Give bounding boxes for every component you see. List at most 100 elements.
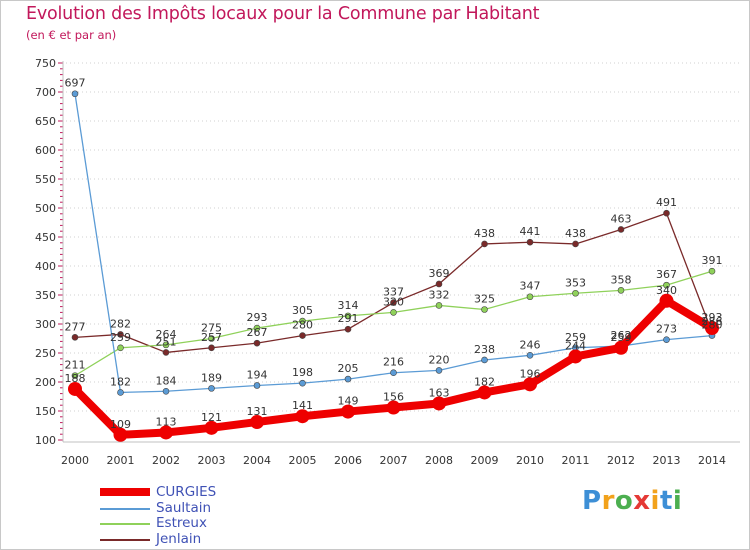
data-point-saultain-2003 [208, 385, 215, 392]
data-label-jenlain: 257 [201, 331, 222, 344]
data-label-saultain: 184 [156, 374, 177, 387]
data-label-curgies: 196 [520, 367, 541, 380]
y-tick-label: 100 [35, 434, 56, 447]
data-label-estreux: 314 [338, 299, 359, 312]
data-label-curgies: 244 [565, 339, 586, 352]
data-label-jenlain: 438 [565, 227, 586, 240]
gridlines [66, 62, 740, 412]
data-point-curgies-2008 [432, 396, 446, 411]
data-point-curgies-2004 [250, 415, 264, 430]
data-point-saultain-2001 [117, 389, 124, 396]
data-point-curgies-2003 [204, 420, 219, 435]
data-label-saultain: 262 [611, 329, 632, 342]
series-lines [68, 90, 719, 442]
axes: 100 150 200 250 300 350 400 450 500 550 600 650 700 7… [35, 57, 740, 467]
x-tick-label: 2013 [653, 454, 681, 467]
data-label-jenlain: 438 [474, 227, 495, 240]
data-point-jenlain-2011 [572, 240, 579, 248]
legend-label-saultain: Saultain [156, 499, 212, 516]
data-point-estreux-2002 [162, 341, 170, 349]
data-point-estreux-2003 [208, 335, 215, 342]
data-label-estreux: 259 [110, 331, 131, 344]
data-label-curgies: 121 [201, 411, 222, 424]
data-point-estreux-2000 [71, 372, 79, 379]
x-tick-label: 2009 [471, 454, 499, 467]
legend-label-curgies: CURGIES [156, 484, 217, 500]
y-tick-label: 150 [35, 405, 56, 418]
data-label-jenlain: 337 [383, 286, 404, 299]
data-point-saultain-2013 [663, 336, 670, 343]
proxiti-logo: Proxiti [582, 486, 683, 516]
data-label-curgies: 182 [474, 375, 495, 388]
y-tick-label: 600 [35, 144, 56, 157]
data-point-jenlain-2008 [435, 280, 443, 288]
data-label-jenlain: 491 [656, 196, 677, 209]
legend-swatch-curgies [100, 488, 150, 496]
data-point-saultain-2007 [390, 369, 397, 377]
data-point-curgies-2012 [614, 340, 628, 355]
data-point-curgies-2002 [159, 425, 173, 440]
data-point-estreux-2007 [390, 309, 397, 316]
data-point-jenlain-2002 [162, 349, 170, 356]
data-point-jenlain-2013 [663, 209, 670, 217]
data-label-saultain: 182 [110, 375, 131, 388]
data-point-jenlain-2010 [526, 238, 534, 246]
data-label-jenlain: 369 [429, 267, 450, 280]
data-label-estreux: 391 [702, 254, 723, 267]
data-point-estreux-2010 [526, 293, 534, 301]
data-point-curgies-2001 [113, 427, 128, 442]
x-tick-label: 2007 [380, 454, 408, 467]
chart-subtitle: (en € et par an) [26, 28, 117, 42]
data-label-jenlain: 251 [156, 335, 177, 348]
y-tick-label: 200 [35, 376, 56, 389]
data-label-estreux: 320 [383, 295, 404, 308]
data-label-jenlain: 277 [65, 320, 86, 333]
data-label-curgies: 149 [338, 395, 359, 408]
data-point-saultain-2008 [435, 367, 443, 374]
data-point-curgies-2009 [477, 385, 492, 400]
x-tick-label: 2000 [61, 454, 89, 467]
data-label-saultain: 259 [565, 331, 586, 344]
data-label-jenlain: 286 [702, 315, 723, 328]
data-point-curgies-2010 [523, 377, 537, 392]
x-tick-label: 2008 [425, 454, 453, 467]
data-label-curgies: 113 [156, 415, 177, 428]
y-tick-label: 300 [35, 318, 56, 331]
data-label-curgies: 188 [65, 372, 86, 385]
x-tick-label: 2011 [562, 454, 590, 467]
data-label-curgies: 141 [292, 399, 313, 412]
y-tick-label: 400 [35, 260, 56, 273]
data-label-estreux: 264 [156, 328, 177, 341]
data-label-estreux: 353 [565, 276, 586, 289]
data-point-jenlain-2006 [344, 325, 352, 333]
data-label-saultain: 198 [292, 366, 313, 379]
data-point-curgies-2007 [386, 400, 401, 415]
x-tick-label: 2010 [516, 454, 544, 467]
data-point-saultain-2002 [162, 387, 170, 395]
y-tick-label: 750 [35, 57, 56, 70]
data-point-jenlain-2005 [299, 332, 306, 339]
data-point-curgies-2000 [68, 381, 82, 396]
data-point-curgies-2014 [705, 321, 719, 336]
data-point-estreux-2005 [299, 317, 306, 325]
y-tick-label: 550 [35, 173, 56, 186]
data-label-estreux: 293 [247, 311, 268, 324]
data-label-saultain: 194 [247, 368, 268, 381]
y-tick-label: 350 [35, 289, 56, 302]
data-label-curgies: 131 [247, 405, 268, 418]
data-point-estreux-2006 [344, 312, 352, 320]
data-point-curgies-2013 [659, 293, 674, 308]
data-point-estreux-2004 [253, 324, 261, 332]
data-point-jenlain-2000 [71, 334, 79, 341]
legend-swatch-jenlain [100, 538, 150, 541]
x-tick-label: 2014 [698, 454, 726, 467]
data-point-saultain-2005 [299, 379, 306, 387]
chart-title: Evolution des Impôts locaux pour la Comm… [26, 4, 540, 24]
data-label-curgies: 293 [702, 311, 723, 324]
y-tick-label: 500 [35, 202, 56, 215]
data-label-jenlain: 280 [292, 319, 313, 332]
data-label-curgies: 109 [110, 418, 131, 431]
data-point-estreux-2008 [435, 302, 443, 309]
